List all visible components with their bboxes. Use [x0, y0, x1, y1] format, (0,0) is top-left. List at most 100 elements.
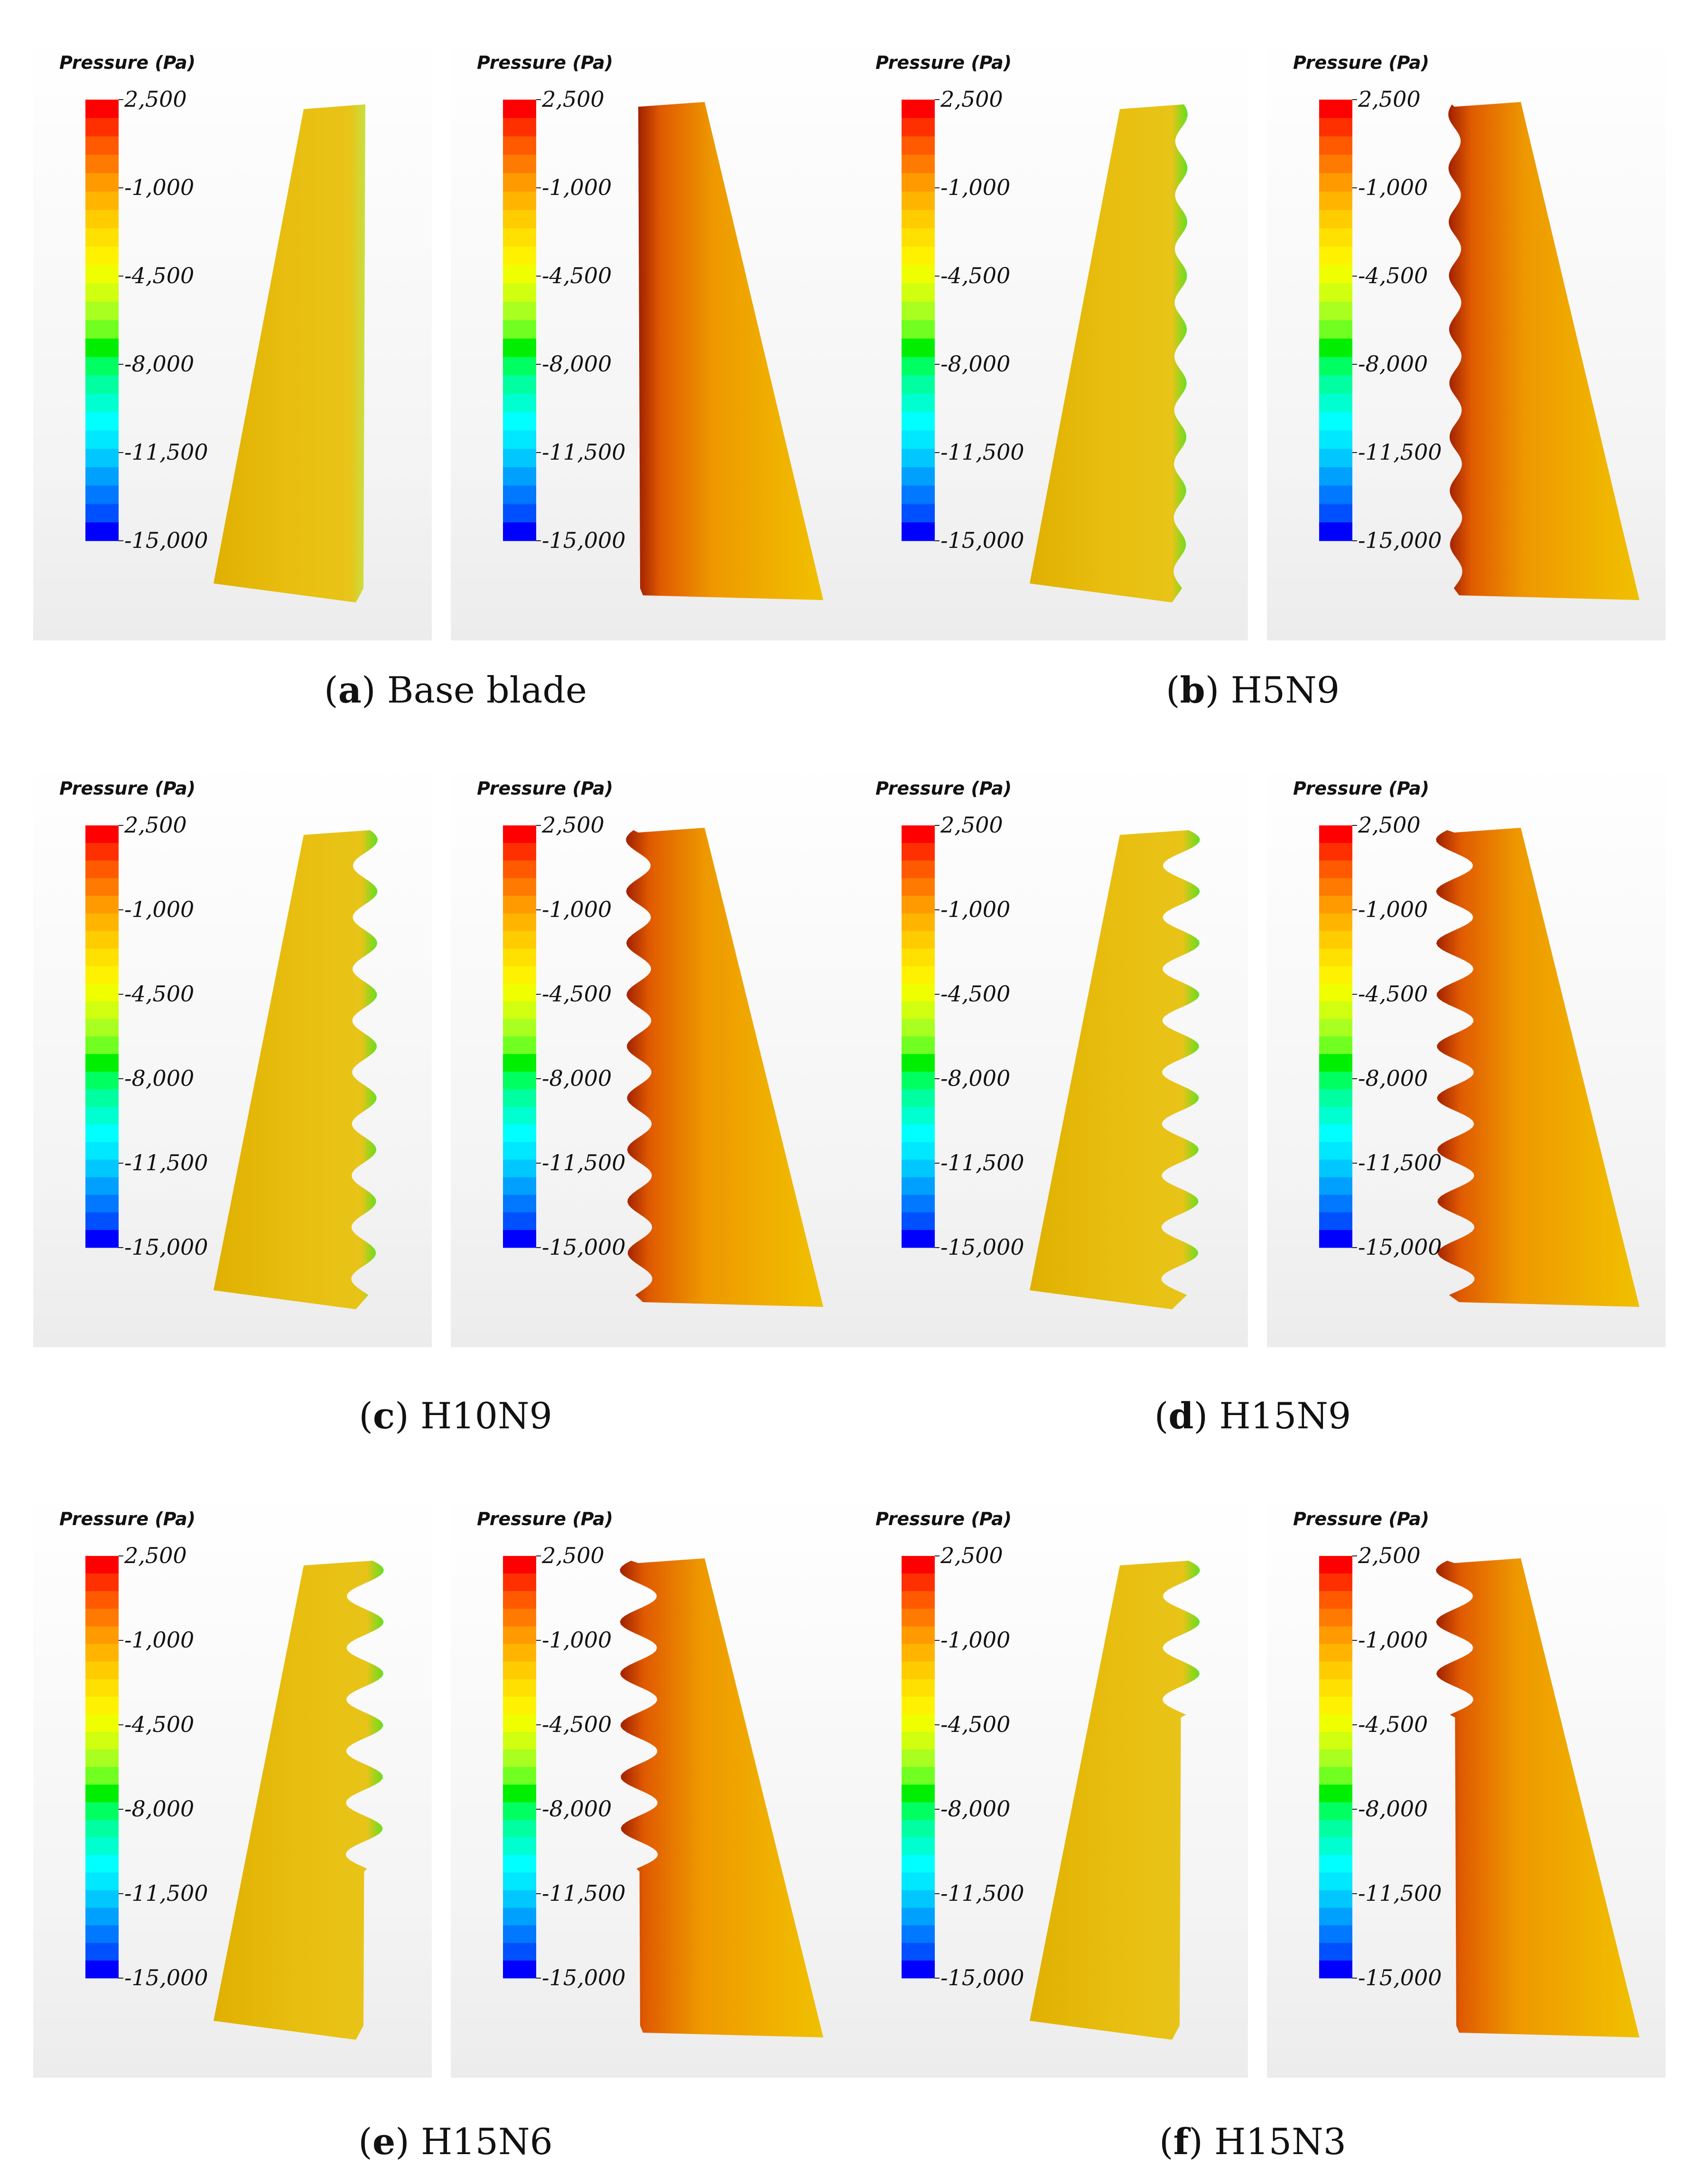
- colorbar-segment: [902, 338, 935, 357]
- colorbar-segment: [902, 1036, 935, 1055]
- colorbar-segment: [503, 283, 536, 302]
- colorbar-tick-label: 2,500: [940, 1543, 1003, 1568]
- contour-graphic: [902, 1555, 1200, 2040]
- colorbar-tick-label: -1,000: [124, 897, 195, 922]
- colorbar-segment: [85, 302, 119, 321]
- contour-panel-pressure-side: Pressure (Pa) 2,500 -1,000 -4,500 -8,000 -11,…: [451, 33, 849, 640]
- colorbar-segment: [503, 173, 536, 192]
- colorbar-segment: [902, 430, 935, 449]
- colorbar-segment: [503, 913, 536, 931]
- colorbar-segment: [1319, 320, 1352, 339]
- colorbar-segment: [503, 1907, 536, 1926]
- colorbar-tick-label: -8,000: [1358, 351, 1428, 377]
- colorbar-segment: [902, 1124, 935, 1142]
- colorbar-title: Pressure (Pa): [59, 1508, 196, 1529]
- colorbar-segment: [902, 1749, 935, 1768]
- colorbar-tick-label: -4,500: [940, 263, 1011, 288]
- colorbar-tick-label: -4,500: [1358, 981, 1428, 1007]
- contour-graphic: [503, 99, 823, 600]
- colorbar-segment: [1319, 100, 1352, 119]
- colorbar-segment: [85, 1194, 119, 1213]
- colorbar-title: Pressure (Pa): [1293, 1508, 1430, 1529]
- colorbar-segment: [85, 1749, 119, 1768]
- colorbar-tick-label: -8,000: [1358, 1065, 1428, 1091]
- colorbar-segment: [902, 210, 935, 229]
- colorbar-segment: [902, 861, 935, 879]
- colorbar-segment: [85, 504, 119, 523]
- colorbar-segment: [902, 1661, 935, 1680]
- colorbar-segment: [1319, 931, 1352, 949]
- colorbar: [1319, 1555, 1357, 1979]
- colorbar-segment: [1319, 1036, 1352, 1055]
- colorbar-segment: [1319, 843, 1352, 861]
- colorbar-segment: [902, 1212, 935, 1231]
- colorbar-segment: [503, 1626, 536, 1644]
- colorbar-segment: [902, 1731, 935, 1750]
- contour-graphic: [85, 825, 378, 1309]
- colorbar-segment: [902, 878, 935, 896]
- colorbar-segment: [85, 320, 119, 339]
- colorbar-segment: [902, 1820, 935, 1838]
- colorbar-segment: [1319, 948, 1352, 967]
- colorbar-segment: [85, 467, 119, 486]
- colorbar-segment: [503, 357, 536, 376]
- colorbar-segment: [503, 265, 536, 284]
- colorbar-tick-label: 2,500: [1358, 812, 1421, 838]
- colorbar-segment: [1319, 1124, 1352, 1142]
- colorbar-tick-label: -15,000: [542, 1234, 626, 1260]
- contour-panel-suction-side: Pressure (Pa) 2,500 -1,000 -4,500 -8,000 -11,…: [849, 1490, 1248, 2078]
- colorbar-segment: [902, 1714, 935, 1732]
- colorbar-segment: [1319, 1591, 1352, 1609]
- colorbar-tick-label: -11,500: [542, 1150, 626, 1175]
- colorbar-segment: [902, 1609, 935, 1627]
- colorbar-segment: [1319, 1054, 1352, 1072]
- colorbar-segment: [902, 394, 935, 413]
- colorbar-segment: [503, 467, 536, 486]
- colorbar-segment: [902, 1696, 935, 1715]
- colorbar-segment: [902, 136, 935, 155]
- colorbar-segment: [1319, 247, 1352, 266]
- colorbar: [85, 1555, 123, 1979]
- colorbar-title: Pressure (Pa): [875, 52, 1012, 73]
- colorbar-segment: [902, 825, 935, 843]
- colorbar-segment: [902, 1802, 935, 1820]
- colorbar-tick-label: -4,500: [542, 1712, 612, 1737]
- colorbar-segment: [902, 1556, 935, 1574]
- colorbar-segment: [1319, 1072, 1352, 1090]
- colorbar-segment: [503, 983, 536, 1002]
- colorbar-segment: [1319, 1089, 1352, 1107]
- colorbar-tick-label: -15,000: [542, 1965, 626, 1990]
- colorbar-segment: [1319, 228, 1352, 247]
- colorbar-segment: [902, 1960, 935, 1979]
- colorbar-segment: [503, 843, 536, 861]
- contour-panel-pressure-side: Pressure (Pa) 2,500 -1,000 -4,500 -8,000 -11,…: [451, 759, 849, 1347]
- colorbar-segment: [902, 1837, 935, 1855]
- colorbar-segment: [503, 118, 536, 137]
- colorbar-segment: [85, 394, 119, 413]
- contour-graphic: [902, 99, 1188, 602]
- colorbar-segment: [85, 375, 119, 394]
- colorbar-tick-label: -15,000: [124, 1234, 208, 1260]
- colorbar-tick-label: 2,500: [940, 812, 1003, 838]
- colorbar-segment: [85, 357, 119, 376]
- colorbar-segment: [85, 1054, 119, 1072]
- colorbar-segment: [85, 1573, 119, 1592]
- colorbar-segment: [902, 265, 935, 284]
- colorbar-segment: [85, 1679, 119, 1697]
- colorbar-segment: [85, 412, 119, 431]
- colorbar-segment: [1319, 861, 1352, 879]
- colorbar-segment: [503, 100, 536, 119]
- colorbar-tick-label: -4,500: [124, 263, 195, 288]
- colorbar-segment: [503, 210, 536, 229]
- colorbar-segment: [1319, 375, 1352, 394]
- colorbar-segment: [1319, 155, 1352, 174]
- colorbar-tick-label: -11,500: [1358, 1880, 1442, 1906]
- caption-text: H15N9: [1219, 1395, 1351, 1437]
- colorbar-segment: [902, 504, 935, 523]
- colorbar-segment: [902, 118, 935, 137]
- colorbar-tick-label: -1,000: [542, 897, 612, 922]
- colorbar-segment: [902, 1089, 935, 1107]
- colorbar-tick-label: -4,500: [542, 981, 612, 1007]
- colorbar-segment: [902, 913, 935, 931]
- blade-pressure-side: [1436, 828, 1639, 1307]
